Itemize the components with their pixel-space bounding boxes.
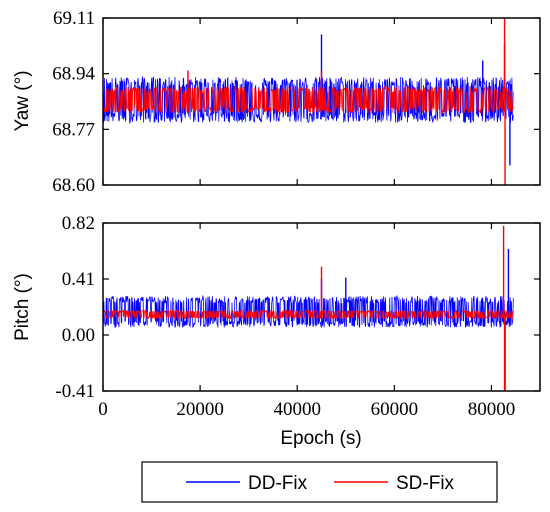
epoch-axis-title: Epoch (s) <box>280 428 361 449</box>
legend: DD-Fix SD-Fix <box>141 461 498 503</box>
pitch-plot-area <box>103 225 514 391</box>
series-dd-fix-line <box>103 294 514 329</box>
y-tick-label: 68.60 <box>52 175 95 196</box>
y-tick-label: 0.82 <box>62 213 95 234</box>
series-sd-fix-line <box>103 85 514 115</box>
x-tick-label: 20000 <box>176 399 224 420</box>
yaw-plot-area <box>103 18 514 185</box>
y-tick-label: 0.41 <box>62 269 95 290</box>
pitch-axis-title: Pitch (°) <box>12 273 33 341</box>
x-tick-label: 80000 <box>468 399 516 420</box>
y-tick-label: 68.94 <box>52 64 95 85</box>
yaw-axis-title: Yaw (°) <box>12 70 33 131</box>
x-tick-label: 0 <box>98 399 108 420</box>
y-tick-label: 68.77 <box>52 119 95 140</box>
yaw-plot-frame <box>102 17 541 186</box>
series-dd-fix-line <box>103 75 514 125</box>
y-tick-label: 69.11 <box>53 8 95 29</box>
pitch-y-ticks: 0.82 0.41 0.00 -0.41 <box>55 213 540 402</box>
legend-dd-fix-label: DD-Fix <box>248 473 308 494</box>
yaw-y-ticks: 69.11 68.94 68.77 68.60 <box>52 8 540 196</box>
y-tick-label: -0.41 <box>55 381 95 402</box>
yaw-panel: 69.11 68.94 68.77 68.60 Yaw (°) <box>12 8 541 196</box>
pitch-plot-frame <box>102 222 541 392</box>
pitch-panel: 0.820.410.00-0.41 0 20000 40000 60000 80000 … <box>12 213 541 449</box>
pitch-x-ticks: 0 20000 40000 60000 80000 <box>98 223 515 420</box>
legend-sd-fix-label: SD-Fix <box>396 473 455 494</box>
x-tick-label: 40000 <box>273 399 321 420</box>
series-sd-fix-line <box>103 308 514 321</box>
yaw-x-ticks <box>102 18 493 185</box>
y-tick-label: 0.00 <box>62 325 95 346</box>
x-tick-label: 60000 <box>371 399 419 420</box>
